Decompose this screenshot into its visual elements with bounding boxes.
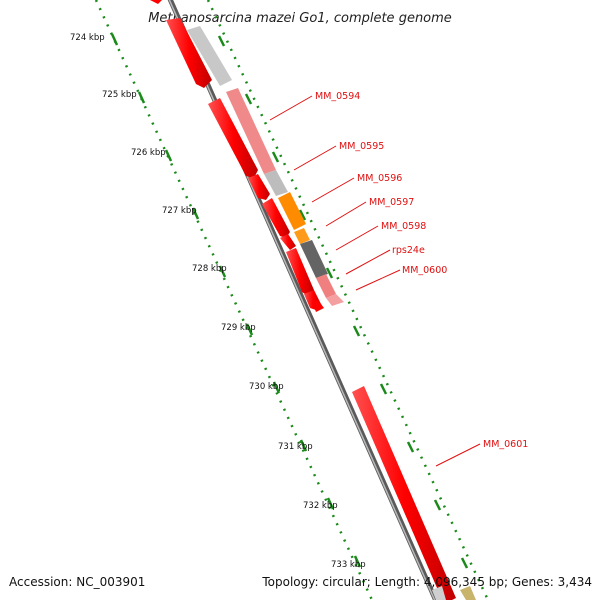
gene-bar [278,192,306,230]
gene-label-mm0594: MM_0594 [315,91,360,102]
kbp-tick-label: 728 kbp [192,264,227,274]
cds-arrow [248,174,270,200]
genome-backbone [167,0,439,600]
gene-bar [300,240,328,278]
kbp-tick-label: 731 kbp [278,442,313,452]
ruler-ticks-right [217,35,469,569]
kbp-tick-label: 727 kbp [162,206,197,216]
gene-label-mm0600: MM_0600 [402,265,447,276]
gene-label-mm0596: MM_0596 [357,173,402,184]
kbp-tick-label: 729 kbp [221,323,256,333]
topology-text: Topology: circular; Length: 4,096,345 bp… [261,575,592,589]
ruler-left [94,0,374,600]
gene-label-rps24e: rps24e [392,245,425,256]
kbp-tick-label: 724 kbp [70,33,105,43]
kbp-tick-labels: 724 kbp 725 kbp 726 kbp 727 kbp 728 kbp … [70,33,366,570]
gene-label-mm0597: MM_0597 [369,197,414,208]
kbp-tick-label: 732 kbp [303,501,338,511]
gene-labels: MM_0594 MM_0595 MM_0596 MM_0597 MM_0598 … [315,91,528,450]
cds-arrow [286,248,314,296]
gene-bar [226,88,276,174]
cds-arrow [208,98,258,178]
accession-text: Accession: NC_003901 [9,575,145,589]
gene-bar [264,170,288,196]
cds-arrow [166,18,212,88]
gene-bar [187,26,232,86]
gene-features [150,0,476,600]
ruler-right [206,0,490,600]
cds-arrow [312,300,324,312]
gene-callouts [269,95,481,467]
gene-bar [432,586,446,600]
gene-bar [294,228,310,244]
gene-label-mm0595: MM_0595 [339,141,384,152]
cds-bar [352,386,456,600]
gene-label-mm0601: MM_0601 [483,439,528,450]
cds-arrow [280,234,296,250]
kbp-tick-label: 726 kbp [131,148,166,158]
ruler-ticks [110,33,362,568]
gene-bar [460,586,476,600]
cds-arrow [150,0,162,4]
gene-bar [316,274,336,298]
gene-label-mm0598: MM_0598 [381,221,426,232]
map-title: Methanosarcina mazei Go1, complete genom… [148,11,452,26]
gene-bar [326,294,344,306]
cds-arrow [262,198,290,238]
kbp-tick-label: 733 kbp [331,560,366,570]
kbp-tick-label: 725 kbp [102,90,137,100]
kbp-tick-label: 730 kbp [249,382,284,392]
